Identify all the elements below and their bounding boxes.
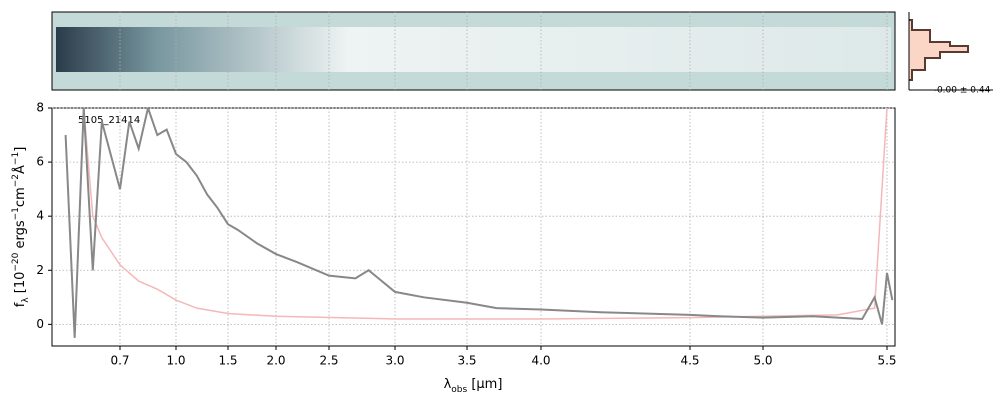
y-tick-label: 0 bbox=[36, 317, 44, 331]
x-tick-label: 2.5 bbox=[319, 354, 338, 368]
x-tick-label: 4.0 bbox=[531, 354, 550, 368]
label-part: −20 bbox=[11, 252, 21, 271]
plot-frame bbox=[51, 107, 896, 347]
object-label: 5105_21414 bbox=[78, 115, 140, 126]
label-part: λ bbox=[444, 377, 452, 392]
label-part: cm bbox=[13, 187, 28, 207]
y-tick-label: 8 bbox=[36, 101, 44, 115]
y-axis-label: fλ [10−20 ergs−1cm−2Å−1] bbox=[11, 147, 31, 308]
x-tick-label: 5.0 bbox=[753, 354, 772, 368]
histogram-label: -0.00 ± 0.44 bbox=[934, 86, 991, 96]
label-part: obs bbox=[451, 385, 467, 395]
label-part: f bbox=[13, 302, 28, 307]
y-tick-label: 2 bbox=[36, 263, 44, 277]
label-part: −1 bbox=[11, 207, 21, 220]
x-tick-label: 0.7 bbox=[110, 354, 129, 368]
label-part: −1 bbox=[11, 152, 21, 165]
label-part: [μm] bbox=[467, 377, 502, 392]
histogram bbox=[909, 19, 969, 81]
label-part: [10 bbox=[13, 272, 28, 298]
spectrum-2d-trace bbox=[56, 27, 891, 72]
label-part: ] bbox=[13, 147, 28, 152]
x-tick-label: 1.5 bbox=[218, 354, 237, 368]
label-part: λ bbox=[21, 297, 31, 303]
x-tick-label: 1.0 bbox=[166, 354, 185, 368]
label-part: ergs bbox=[13, 220, 28, 252]
series-line bbox=[64, 108, 894, 338]
label-part: −2 bbox=[11, 174, 21, 187]
x-tick-label: 3.0 bbox=[385, 354, 404, 368]
x-tick-label: 3.5 bbox=[457, 354, 476, 368]
series-line bbox=[82, 108, 888, 320]
label-part: Å bbox=[12, 165, 28, 174]
x-axis-label: λobs [μm] bbox=[444, 377, 503, 395]
x-tick-label: 2.0 bbox=[266, 354, 285, 368]
x-tick-label: 4.5 bbox=[680, 354, 699, 368]
y-tick-label: 6 bbox=[36, 155, 44, 169]
y-tick-label: 4 bbox=[36, 209, 44, 223]
x-tick-label: 5.5 bbox=[877, 354, 896, 368]
